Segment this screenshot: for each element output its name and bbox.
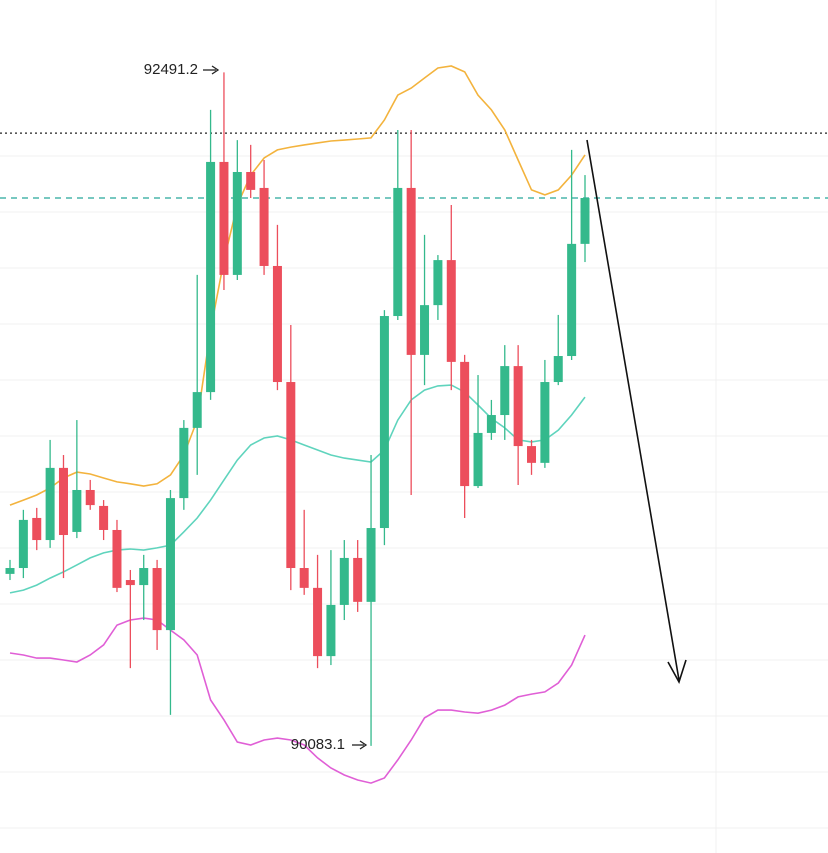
candle-body: [433, 260, 443, 306]
candle-body: [139, 568, 149, 586]
candle-body: [553, 356, 563, 383]
candle-body: [567, 243, 577, 357]
candle-body: [540, 382, 550, 463]
candle-body: [379, 316, 389, 529]
low-annotation: 90083.1: [291, 736, 345, 753]
candle-body: [45, 467, 55, 541]
candle-body: [58, 467, 68, 536]
candle-body: [112, 529, 122, 588]
candle-body: [353, 557, 363, 602]
candle-body: [5, 568, 15, 574]
candle-body: [460, 361, 470, 487]
candle-body: [286, 382, 296, 569]
forecast-arrow: [586, 139, 687, 685]
candle-body: [313, 587, 323, 657]
high-annotation: 92491.2: [144, 61, 198, 78]
candle-body: [339, 557, 349, 605]
candle-body: [299, 568, 309, 588]
candle-body: [219, 161, 229, 275]
candle-body: [446, 260, 456, 362]
candle-body: [18, 519, 28, 569]
candle-body: [72, 489, 82, 532]
candle-body: [85, 489, 95, 506]
candle-body: [580, 198, 590, 244]
candle-body: [192, 392, 202, 428]
candle-body: [272, 265, 282, 383]
arrow-head: [667, 659, 687, 685]
candle-body: [246, 171, 256, 190]
arrow-line: [586, 139, 680, 681]
candle-body: [513, 366, 523, 447]
candles: [5, 72, 590, 746]
candle-body: [206, 161, 216, 393]
band-line: [9, 65, 586, 506]
bollinger-bands: [9, 65, 586, 784]
candle-body: [179, 427, 189, 499]
candle-body: [326, 604, 336, 657]
candle-body: [527, 446, 537, 463]
candle-body: [165, 498, 175, 631]
candle-body: [500, 366, 510, 416]
band-line: [9, 384, 586, 594]
candle-body: [32, 517, 42, 541]
candle-body: [486, 415, 496, 433]
candle-body: [393, 187, 403, 317]
annotations: 92491.2 90083.1: [144, 61, 368, 753]
band-line: [9, 617, 586, 784]
annotation-arrowhead: [211, 65, 220, 75]
candle-body: [420, 305, 430, 355]
candle-body: [366, 528, 376, 602]
candle-body: [473, 432, 483, 487]
candle-body: [259, 187, 269, 266]
candle-body: [152, 568, 162, 631]
annotation-arrowhead: [359, 740, 368, 750]
candle-body: [99, 505, 109, 530]
candle-body: [406, 187, 416, 355]
candle-body: [125, 580, 135, 586]
reference-lines: [0, 132, 828, 199]
candle-body: [232, 171, 242, 275]
